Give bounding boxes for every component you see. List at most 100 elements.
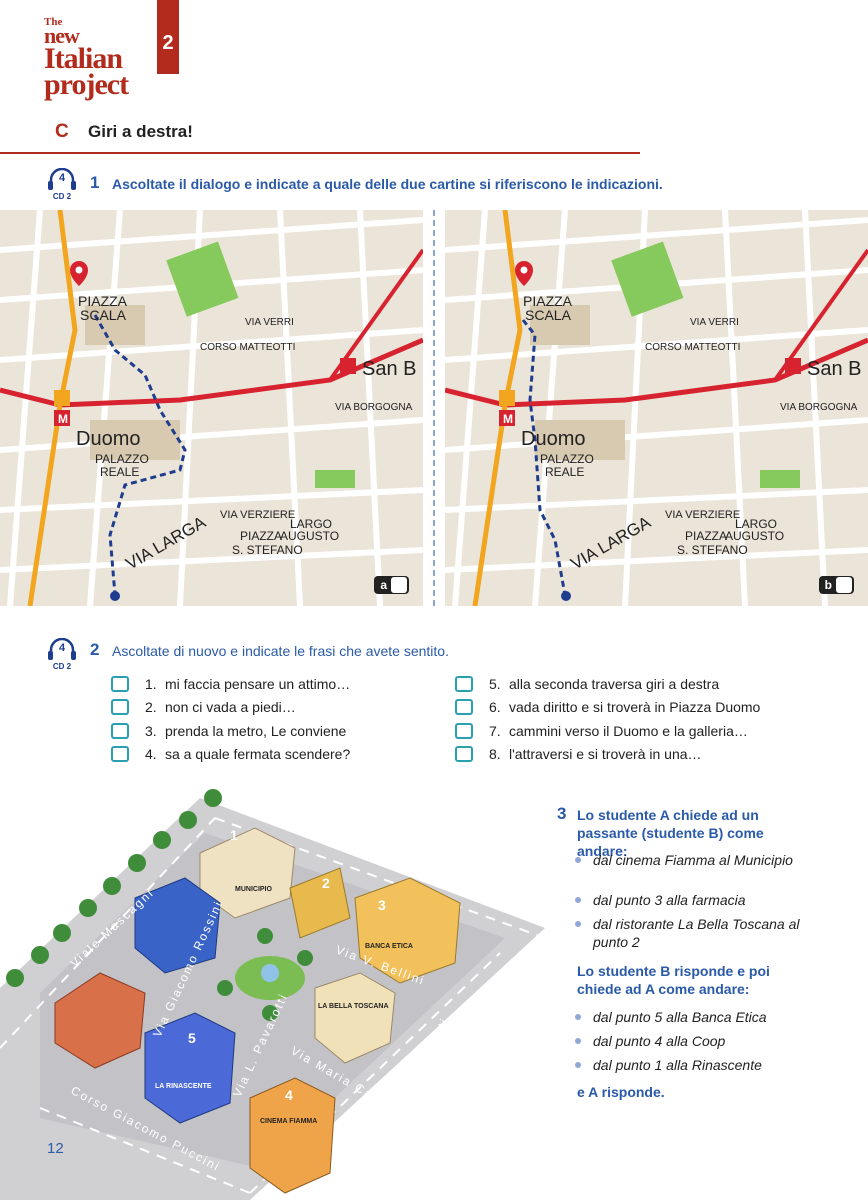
- map-b-check-box[interactable]: [836, 577, 852, 593]
- map-a-sanbabila-label: San B: [362, 358, 416, 380]
- map-b-borgogna-label: VIA BORGOGNA: [780, 402, 858, 413]
- map-b-augusto-label: AUGUSTO: [725, 529, 784, 543]
- list-item[interactable]: 1. mi faccia pensare un attimo…: [111, 672, 350, 696]
- item-number: 2.: [145, 699, 157, 716]
- exercise-3-intro: Lo studente A chiede ad un passante (stu…: [577, 807, 764, 859]
- map-a-palazzo-label: PALAZZO: [95, 452, 149, 466]
- list-item[interactable]: 3. prenda la metro, Le conviene: [111, 719, 350, 743]
- list-item[interactable]: 5. alla seconda traversa giri a destra: [455, 672, 760, 696]
- logo-new: new: [44, 23, 80, 49]
- item-text: alla seconda traversa giri a destra: [509, 675, 720, 692]
- checkbox[interactable]: [455, 699, 473, 716]
- headphones-icon: [48, 168, 76, 190]
- logo-italian: Italian: [44, 42, 123, 76]
- item-number: 1.: [145, 675, 157, 692]
- page-number: 12: [47, 1140, 64, 1157]
- item-number: 5.: [489, 675, 501, 692]
- audio-cd-label: CD 2: [52, 662, 72, 671]
- map-b-scala-label: SCALA: [525, 307, 572, 323]
- exercise-2-instruction: Ascoltate di nuovo e indicate le frasi c…: [112, 643, 449, 659]
- item-number: 7.: [489, 722, 501, 739]
- item-text: prenda la metro, Le conviene: [165, 722, 347, 739]
- map-a-check-box[interactable]: [391, 577, 407, 593]
- sign-cinema: CINEMA FIAMMA: [260, 1118, 317, 1125]
- exercise-3-number: 3: [557, 804, 567, 823]
- map-b-duomo-label: Duomo: [521, 428, 585, 450]
- exercise-2-left-list: 1. mi faccia pensare un attimo… 2. non ci …: [111, 672, 350, 766]
- item-number: 4.: [145, 746, 157, 763]
- section-letter: C: [55, 121, 69, 142]
- exercise-3-middle: Lo studente B risponde e poi chiede ad A…: [577, 963, 770, 997]
- map-a-duomo-label: Duomo: [76, 428, 140, 450]
- metro-duomo-sign: M: [58, 412, 68, 426]
- metro-duomo-sign: M: [503, 412, 513, 426]
- checkbox[interactable]: [455, 722, 473, 739]
- map-a-reale-label: REALE: [100, 465, 139, 479]
- checkbox[interactable]: [111, 699, 129, 716]
- audio-track-2[interactable]: 4 CD 2: [45, 636, 79, 671]
- item-text: vada diritto e si troverà in Piazza Duom…: [509, 699, 761, 716]
- item-number: 6.: [489, 699, 501, 716]
- sign-toscana: LA BELLA TOSCANA: [318, 1003, 389, 1010]
- map-b-viaverri-label: VIA VERRI: [690, 317, 739, 328]
- map-b-checkbox[interactable]: b: [818, 576, 854, 594]
- bullet-item: dal punto 1 alla Rinascente: [575, 1056, 807, 1074]
- map-a-checkbox[interactable]: a: [374, 576, 409, 594]
- checkbox[interactable]: [111, 722, 129, 739]
- audio-cd-label: CD 2: [52, 192, 72, 201]
- logo-the: The: [44, 16, 63, 28]
- list-item[interactable]: 6. vada diritto e si troverà in Piazza Du…: [455, 696, 760, 720]
- checkbox[interactable]: [111, 675, 129, 692]
- checkbox[interactable]: [111, 746, 129, 763]
- bullet-item: dal punto 3 alla farmacia: [575, 891, 807, 909]
- item-text: l'attraversi e si troverà in una…: [509, 746, 702, 763]
- map-b[interactable]: M PIAZZA SCALA Duomo San B VIA LARGA PIA…: [445, 210, 868, 606]
- bullet-item: dal cinema Fiamma al Municipio: [575, 851, 807, 869]
- list-item[interactable]: 7. cammini verso il Duomo e la galleria…: [455, 719, 760, 743]
- logo-project: project: [44, 67, 129, 101]
- map-a-letter: a: [380, 578, 387, 592]
- headphones-icon: [48, 638, 76, 660]
- sign-rinascente: LA RINASCENTE: [155, 1083, 212, 1090]
- map-b-sanbabila-label: San B: [807, 358, 861, 380]
- unit-tab: 2: [157, 0, 179, 74]
- item-number: 8.: [489, 746, 501, 763]
- map-a-scala-label: SCALA: [80, 307, 127, 323]
- exercise-1-instruction: Ascoltate il dialogo e indicate a quale …: [112, 176, 663, 192]
- sign-banca: BANCA ETICA: [365, 943, 413, 950]
- exercise-1-number: 1: [90, 173, 100, 192]
- checkbox[interactable]: [455, 746, 473, 763]
- bullet-item: dal punto 5 alla Banca Etica: [575, 1008, 807, 1026]
- list-item[interactable]: 2. non ci vada a piedi…: [111, 696, 350, 720]
- item-text: non ci vada a piedi…: [165, 699, 296, 716]
- item-number: 3.: [145, 722, 157, 739]
- map-b-piazza-stefano-label: PIAZZA: [685, 529, 727, 543]
- map-b-verziere-label: VIA VERZIERE: [665, 509, 740, 521]
- item-text: mi faccia pensare un attimo…: [165, 675, 351, 692]
- point-2: 2: [322, 875, 330, 891]
- map-b-letter: b: [824, 578, 832, 592]
- list-item[interactable]: 8. l'attraversi e si troverà in una…: [455, 743, 760, 767]
- map-a[interactable]: M PIAZZA SCALA Duomo San B VIA LARGA PIA…: [0, 210, 423, 606]
- exercise-2-number: 2: [90, 640, 100, 659]
- map-b-palazzo-label: PALAZZO: [540, 452, 594, 466]
- sign-municipio: MUNICIPIO: [235, 886, 273, 893]
- map-a-augusto-label: AUGUSTO: [280, 529, 339, 543]
- map-a-borgogna-label: VIA BORGOGNA: [335, 402, 413, 413]
- item-text: cammini verso il Duomo e la galleria…: [509, 722, 748, 739]
- map-b-piazza-label: PIAZZA: [523, 293, 573, 309]
- point-3: 3: [378, 897, 386, 913]
- audio-track-number: 4: [58, 642, 66, 654]
- section-title: Giri a destra!: [88, 122, 193, 141]
- map-a-sstefano-label: S. STEFANO: [232, 543, 303, 557]
- point-4: 4: [285, 1087, 293, 1103]
- audio-track-number: 4: [58, 172, 66, 184]
- map-b-reale-label: REALE: [545, 465, 584, 479]
- checkbox[interactable]: [455, 675, 473, 692]
- list-item[interactable]: 4. sa a quale fermata scendere?: [111, 743, 350, 767]
- item-text: sa a quale fermata scendere?: [165, 746, 351, 763]
- bullet-item: dal ristorante La Bella Toscana al punto…: [575, 915, 807, 951]
- point-1: 1: [230, 827, 238, 843]
- audio-track-1[interactable]: 4 CD 2: [45, 166, 79, 201]
- town-illustration: Corso Giuseppe Verdi Viale Mascagni Via …: [0, 789, 545, 1200]
